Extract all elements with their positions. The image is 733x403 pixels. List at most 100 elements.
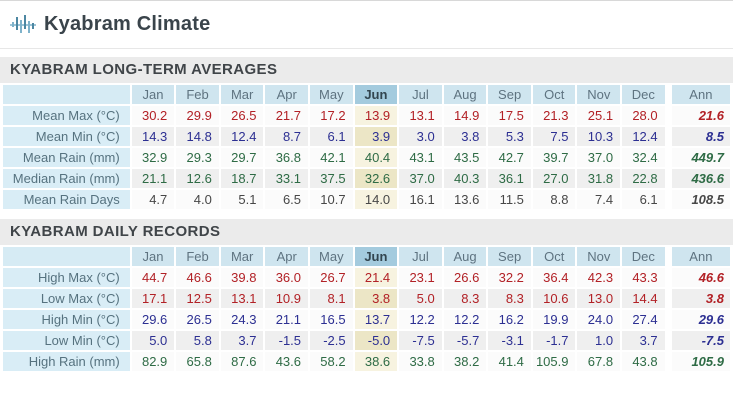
section-title-daily-records: KYABRAM DAILY RECORDS: [0, 219, 733, 245]
value-cell: 82.9: [131, 352, 175, 371]
value-cell: -7.5: [399, 331, 442, 350]
value-cell: 6.1: [622, 190, 665, 209]
value-cell: 14.8: [176, 127, 219, 146]
row-label: Mean Rain (mm): [3, 148, 130, 167]
value-cell: 23.1: [399, 268, 442, 287]
value-cell: 12.2: [443, 310, 487, 329]
value-cell: 17.1: [131, 289, 175, 308]
value-cell: 26.5: [220, 106, 264, 125]
month-header-jul: Jul: [399, 247, 442, 266]
climate-waveform-icon: [10, 13, 36, 37]
value-cell: 8.3: [443, 289, 487, 308]
value-cell: 40.3: [443, 169, 487, 188]
column-spacer: [667, 190, 670, 209]
table-row: Low Min (°C) 5.0 5.8 3.7 -1.5 -2.5 -5.0 -7.5 -5.…: [3, 331, 730, 350]
value-cell: 65.8: [176, 352, 219, 371]
month-header-dec: Dec: [622, 247, 665, 266]
value-cell: 13.7: [354, 310, 398, 329]
value-cell: 12.2: [399, 310, 442, 329]
month-header-mar: Mar: [220, 85, 264, 104]
value-cell: 37.0: [399, 169, 442, 188]
month-header-may: May: [310, 247, 353, 266]
annual-header: Ann: [671, 247, 730, 266]
table-row: Median Rain (mm) 21.1 12.6 18.7 33.1 37.5 32.6…: [3, 169, 730, 188]
column-spacer: [667, 127, 670, 146]
value-cell: 5.3: [488, 127, 531, 146]
annual-value-cell: 21.6: [671, 106, 730, 125]
row-label: Mean Min (°C): [3, 127, 130, 146]
value-cell: 12.4: [220, 127, 264, 146]
value-cell: 6.5: [265, 190, 309, 209]
month-header-nov: Nov: [577, 247, 621, 266]
value-cell: 29.6: [131, 310, 175, 329]
value-cell: 39.8: [220, 268, 264, 287]
value-cell: 12.6: [176, 169, 219, 188]
value-cell: 29.9: [176, 106, 219, 125]
page-title: Kyabram Climate: [44, 13, 211, 35]
value-cell: 3.8: [443, 127, 487, 146]
value-cell: -1.5: [265, 331, 309, 350]
annual-value-cell: 46.6: [671, 268, 730, 287]
value-cell: 33.1: [265, 169, 309, 188]
column-header-row: Jan Feb Mar Apr May Jun Jul Aug Sep Oct Nov Dec Ann: [3, 247, 730, 266]
annual-value-cell: -7.5: [671, 331, 730, 350]
month-header-dec: Dec: [622, 85, 665, 104]
value-cell: 31.8: [577, 169, 621, 188]
value-cell: 21.1: [131, 169, 175, 188]
value-cell: 28.0: [622, 106, 665, 125]
value-cell: 6.1: [310, 127, 353, 146]
value-cell: -1.7: [532, 331, 576, 350]
column-spacer: [667, 106, 670, 125]
value-cell: 36.0: [265, 268, 309, 287]
corner-cell: [3, 85, 130, 104]
value-cell: 87.6: [220, 352, 264, 371]
annual-value-cell: 449.7: [671, 148, 730, 167]
month-header-mar: Mar: [220, 247, 264, 266]
month-header-feb: Feb: [176, 247, 219, 266]
value-cell: 3.7: [220, 331, 264, 350]
value-cell: 43.3: [622, 268, 665, 287]
month-header-nov: Nov: [577, 85, 621, 104]
value-cell: 42.1: [310, 148, 353, 167]
value-cell: 37.5: [310, 169, 353, 188]
column-spacer: [667, 310, 670, 329]
month-header-jul: Jul: [399, 85, 442, 104]
value-cell: 13.1: [220, 289, 264, 308]
value-cell: 14.3: [131, 127, 175, 146]
value-cell: 29.3: [176, 148, 219, 167]
month-header-feb: Feb: [176, 85, 219, 104]
value-cell: 26.7: [310, 268, 353, 287]
value-cell: 13.0: [577, 289, 621, 308]
value-cell: 8.1: [310, 289, 353, 308]
value-cell: 8.8: [532, 190, 576, 209]
daily-records-table: Jan Feb Mar Apr May Jun Jul Aug Sep Oct Nov Dec Ann H…: [1, 245, 732, 373]
value-cell: 32.6: [354, 169, 398, 188]
value-cell: 16.1: [399, 190, 442, 209]
value-cell: -5.0: [354, 331, 398, 350]
value-cell: 32.4: [622, 148, 665, 167]
month-header-sep: Sep: [488, 247, 531, 266]
value-cell: 3.9: [354, 127, 398, 146]
value-cell: 7.4: [577, 190, 621, 209]
value-cell: 24.3: [220, 310, 264, 329]
value-cell: -5.7: [443, 331, 487, 350]
app-header: Kyabram Climate: [0, 1, 733, 49]
table-row: High Rain (mm) 82.9 65.8 87.6 43.6 58.2 38.6 33…: [3, 352, 730, 371]
value-cell: 42.3: [577, 268, 621, 287]
row-label: High Max (°C): [3, 268, 130, 287]
table-row: Mean Min (°C) 14.3 14.8 12.4 8.7 6.1 3.9 3.0 3.8…: [3, 127, 730, 146]
month-header-sep: Sep: [488, 85, 531, 104]
value-cell: 12.5: [176, 289, 219, 308]
row-label: Median Rain (mm): [3, 169, 130, 188]
month-header-aug: Aug: [443, 247, 487, 266]
value-cell: 5.0: [131, 331, 175, 350]
value-cell: 41.4: [488, 352, 531, 371]
month-header-apr: Apr: [265, 247, 309, 266]
value-cell: 5.1: [220, 190, 264, 209]
row-label: Mean Rain Days: [3, 190, 130, 209]
value-cell: 10.9: [265, 289, 309, 308]
value-cell: 40.4: [354, 148, 398, 167]
value-cell: 3.7: [622, 331, 665, 350]
value-cell: 13.6: [443, 190, 487, 209]
value-cell: 10.3: [577, 127, 621, 146]
